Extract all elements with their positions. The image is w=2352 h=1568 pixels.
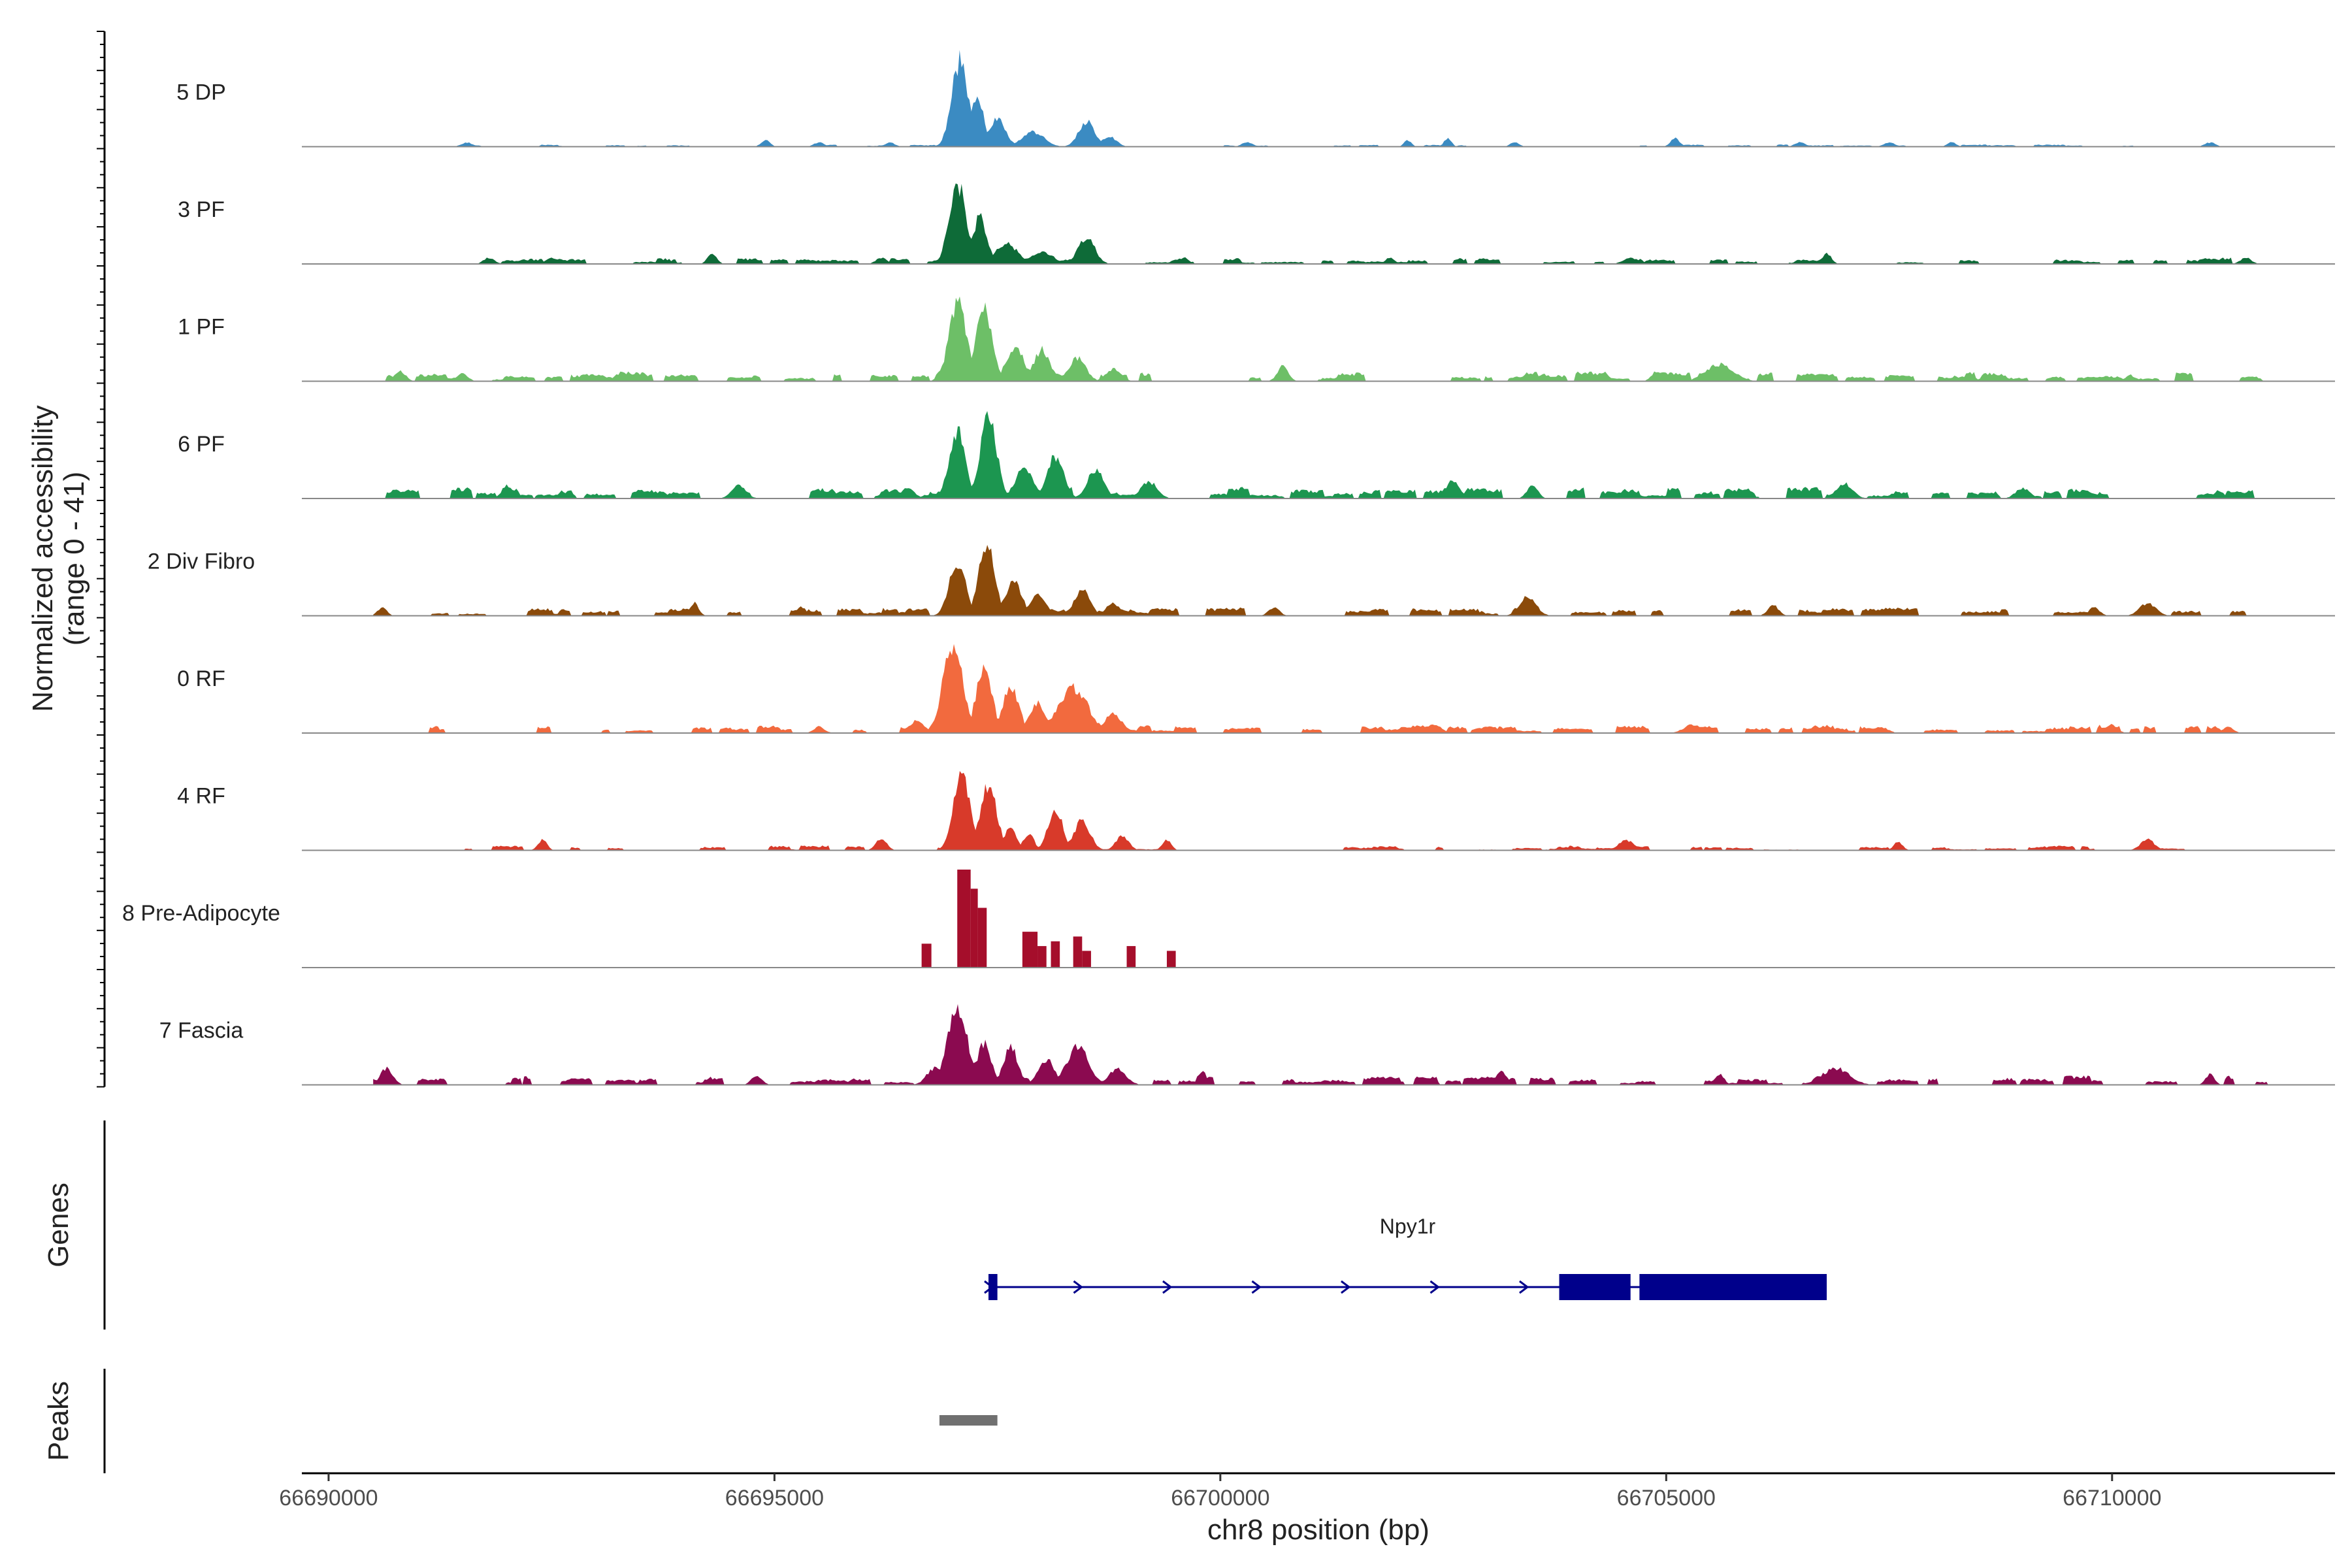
- gene-panel: Genes Npy1r: [42, 1120, 1827, 1330]
- coverage-area: [373, 771, 2202, 851]
- coverage-block: [1126, 946, 1136, 968]
- strand-arrow: [1162, 1280, 1173, 1294]
- peak-region: [939, 1415, 998, 1426]
- coverage-area: [453, 183, 2273, 264]
- x-axis: chr8 position (bp) 66690000 66695000 66700…: [279, 1472, 2335, 1546]
- track-label: 2 Div Fibro: [148, 549, 255, 574]
- x-tick-label: 66700000: [1171, 1486, 1269, 1511]
- track-4-rf: 4 RF: [177, 771, 2335, 851]
- strand-arrow: [1519, 1280, 1529, 1294]
- gene-name-label: Npy1r: [1380, 1215, 1436, 1238]
- coverage-block: [1037, 946, 1047, 968]
- peaks-panel-label: Peaks: [42, 1381, 74, 1461]
- coverage-block: [1082, 951, 1091, 968]
- track-label: 8 Pre-Adipocyte: [122, 901, 280, 926]
- x-tick-label: 66695000: [725, 1486, 824, 1511]
- y-axis-label-line2: (range 0 - 41): [58, 472, 90, 646]
- coverage-block: [977, 907, 987, 968]
- y-axis-label-line1: Normalized accessibility: [27, 405, 59, 711]
- track-3-pf: 3 PF: [178, 183, 2335, 265]
- exon: [1559, 1274, 1631, 1300]
- track-6-pf: 6 PF: [178, 411, 2335, 499]
- strand-arrow: [1073, 1280, 1083, 1294]
- x-tick-label: 66705000: [1617, 1486, 1716, 1511]
- track-1-pf: 1 PF: [178, 296, 2335, 382]
- track-label: 5 DP: [176, 80, 226, 105]
- track-0-rf: 0 RF: [177, 644, 2335, 734]
- track-label: 7 Fascia: [159, 1019, 244, 1043]
- coverage-block: [1051, 941, 1060, 968]
- coverage-block: [1022, 932, 1038, 968]
- x-tick-label: 66690000: [279, 1486, 378, 1511]
- track-8-pre-adipocyte: 8 Pre-Adipocyte: [122, 870, 2335, 968]
- x-tick-label: 66710000: [2063, 1486, 2161, 1511]
- track-5-dp: 5 DP: [176, 50, 2335, 148]
- genes-panel-label: Genes: [42, 1183, 74, 1267]
- accessibility-axis: Normalized accessibility (range 0 - 41): [27, 31, 106, 1088]
- coverage-area: [373, 644, 2273, 733]
- coverage-tracks: 5 DP 3 PF 1 PF 6 PF 2 Div Fibro 0 RF 4 RF 8 Pre…: [122, 50, 2335, 1086]
- track-label: 6 PF: [178, 432, 225, 457]
- track-2-div-fibro: 2 Div Fibro: [148, 545, 2335, 617]
- peaks-panel: Peaks: [42, 1369, 998, 1473]
- coverage-area: [373, 296, 2264, 382]
- x-axis-label: chr8 position (bp): [1207, 1514, 1429, 1546]
- exon: [988, 1274, 998, 1300]
- coverage-area: [373, 545, 2255, 616]
- coverage-block: [970, 889, 978, 968]
- coverage-area: [373, 411, 2255, 498]
- strand-arrow: [1429, 1280, 1440, 1294]
- track-label: 3 PF: [178, 197, 225, 222]
- coverage-area: [373, 1004, 2273, 1085]
- track-label: 1 PF: [178, 315, 225, 340]
- track-7-fascia: 7 Fascia: [159, 1004, 2335, 1086]
- exon: [1639, 1274, 1827, 1300]
- coverage-block: [921, 943, 932, 968]
- strand-arrow: [1341, 1280, 1351, 1294]
- strand-arrow: [1251, 1280, 1262, 1294]
- coverage-block: [957, 870, 971, 968]
- coverage-block: [1166, 951, 1176, 968]
- coverage-block: [1073, 936, 1083, 968]
- track-label: 4 RF: [177, 784, 225, 809]
- track-label: 0 RF: [177, 666, 225, 691]
- coverage-area: [453, 50, 2229, 147]
